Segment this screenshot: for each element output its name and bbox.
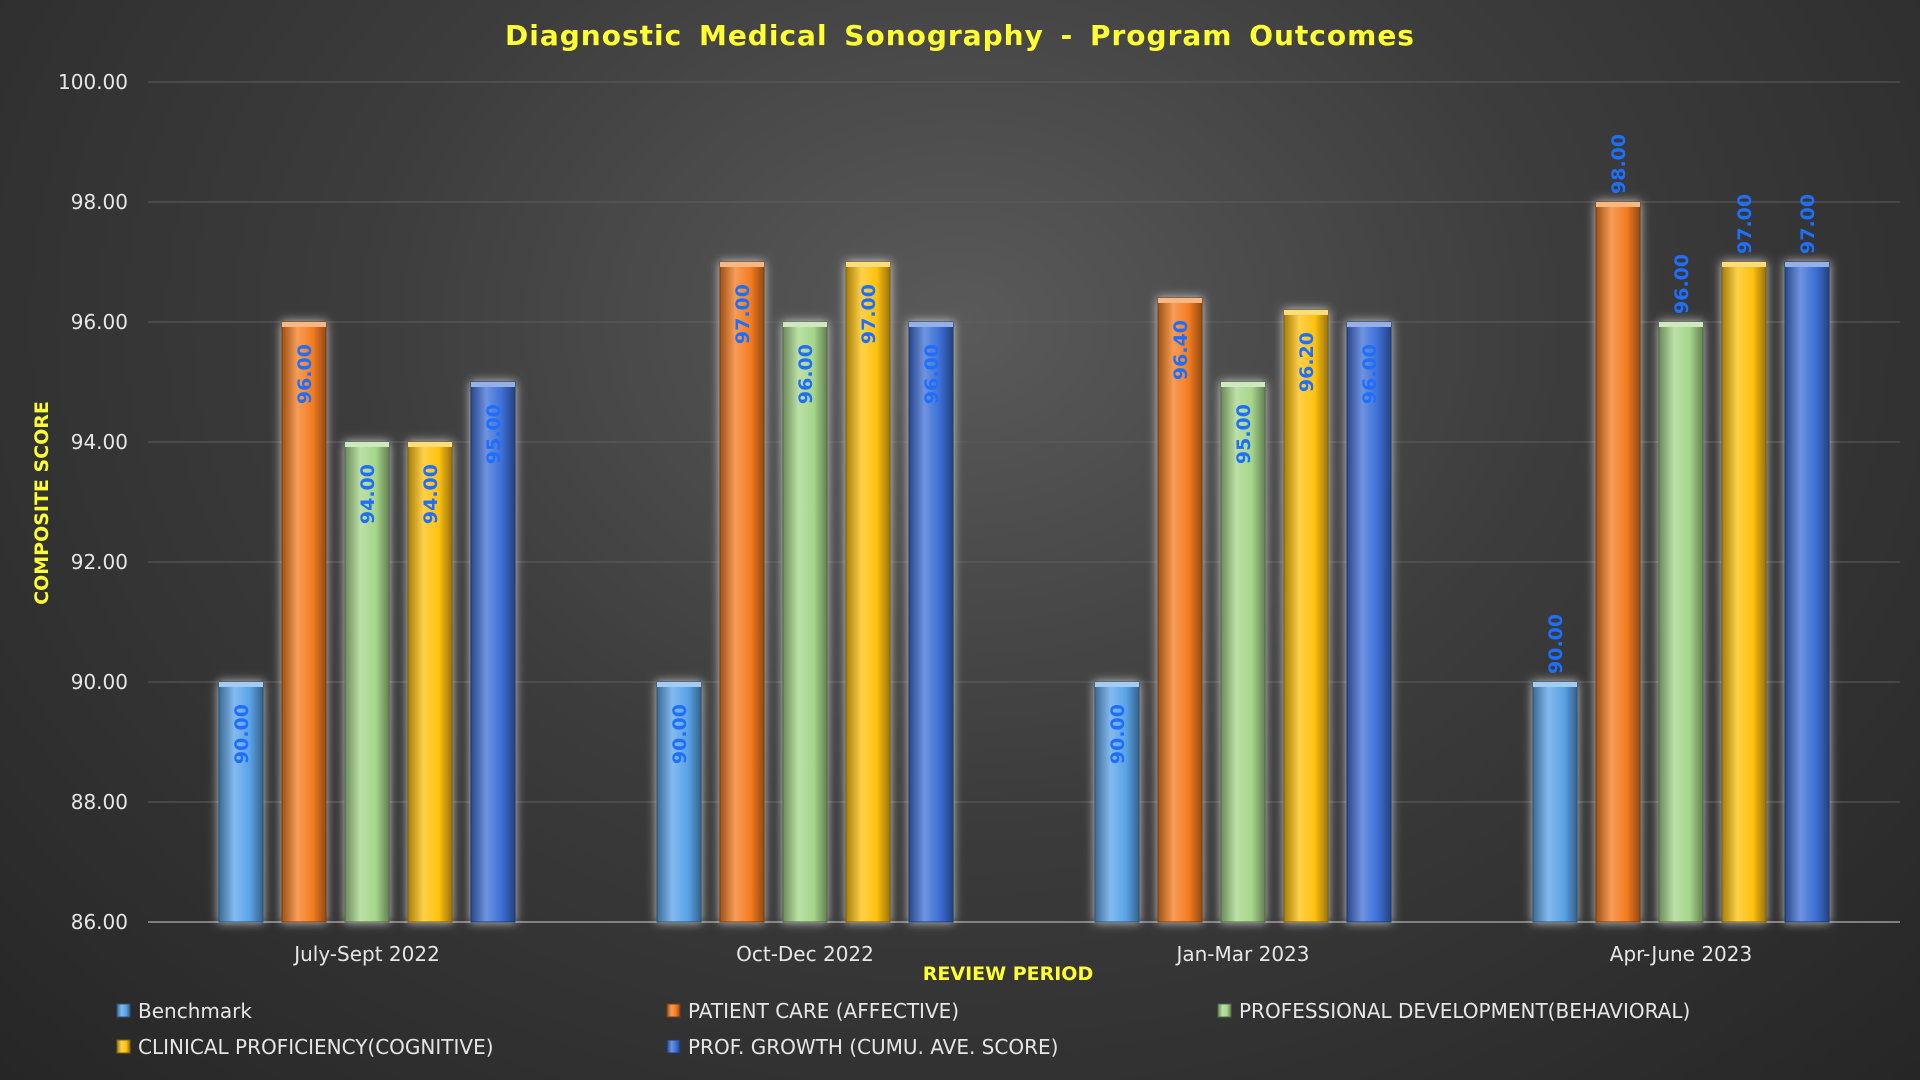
data-label: 96.00 (1359, 344, 1381, 404)
bar (1220, 381, 1266, 923)
bar (719, 261, 765, 923)
data-label: 94.00 (420, 464, 442, 524)
legend-label: PROF. GROWTH (CUMU. AVE. SCORE) (688, 1035, 1058, 1059)
bar (218, 681, 264, 923)
bar-cap (1785, 262, 1829, 267)
bar (845, 261, 891, 923)
y-tick-label: 96.00 (71, 310, 128, 334)
data-label: 95.00 (483, 404, 505, 464)
bar (1094, 681, 1140, 923)
legend: Benchmark PATIENT CARE (AFFECTIVE) PROFESS… (116, 999, 1690, 1059)
bar-cap (846, 262, 890, 267)
bar (1721, 261, 1767, 923)
data-label: 97.00 (858, 284, 880, 344)
bar (1283, 309, 1329, 923)
chart-title: Diagnostic Medical Sonography - Program … (505, 19, 1415, 52)
bar-cap (1158, 298, 1202, 303)
bar (1157, 297, 1203, 923)
data-label: 97.00 (1734, 194, 1756, 254)
y-tick-label: 90.00 (71, 670, 128, 694)
bar-cap (657, 682, 701, 687)
bar-cap (1347, 322, 1391, 327)
legend-label: PROFESSIONAL DEVELOPMENT(BEHAVIORAL) (1239, 999, 1690, 1023)
data-label: 96.40 (1170, 320, 1192, 380)
data-labels: 90.00 96.00 94.00 94.00 95.00 90.00 97.00 96.00… (231, 134, 1819, 764)
x-axis-categories: July-Sept 2022 Oct-Dec 2022 Jan-Mar 2023 Ap… (292, 942, 1752, 966)
bar (1532, 681, 1578, 923)
x-category-label: Jan-Mar 2023 (1174, 942, 1309, 966)
bar-cap (1722, 262, 1766, 267)
x-category-label: Oct-Dec 2022 (736, 942, 874, 966)
data-label: 90.00 (1107, 704, 1129, 764)
bar (281, 321, 327, 923)
bar-cap (471, 382, 515, 387)
bar-cap (282, 322, 326, 327)
y-axis-ticks: 86.00 88.00 90.00 92.00 94.00 96.00 98.00 100.0… (58, 70, 128, 934)
legend-item: CLINICAL PROFICIENCY(COGNITIVE) (116, 1035, 494, 1059)
legend-item: Benchmark (116, 999, 252, 1023)
bar (908, 321, 954, 923)
y-tick-label: 98.00 (71, 190, 128, 214)
data-label: 98.00 (1608, 134, 1630, 194)
data-label: 96.00 (795, 344, 817, 404)
bar (656, 681, 702, 923)
bar-cap (720, 262, 764, 267)
bar-cap (1095, 682, 1139, 687)
legend-swatch (666, 1003, 681, 1018)
y-tick-label: 88.00 (71, 790, 128, 814)
bar-cap (783, 322, 827, 327)
y-axis-title: COMPOSITE SCORE (31, 401, 53, 605)
bar (407, 441, 453, 923)
y-tick-label: 100.00 (58, 70, 128, 94)
x-axis-title: REVIEW PERIOD (923, 963, 1093, 985)
y-tick-label: 92.00 (71, 550, 128, 574)
bar (1595, 201, 1641, 923)
data-label: 97.00 (732, 284, 754, 344)
data-label: 97.00 (1797, 194, 1819, 254)
bar-cap (909, 322, 953, 327)
legend-swatch (116, 1039, 131, 1054)
bar (782, 321, 828, 923)
legend-item: PATIENT CARE (AFFECTIVE) (666, 999, 959, 1023)
data-label: 96.00 (1671, 254, 1693, 314)
data-label: 90.00 (1545, 614, 1567, 674)
y-tick-label: 86.00 (71, 910, 128, 934)
legend-label: Benchmark (138, 999, 252, 1023)
x-category-label: Apr-June 2023 (1610, 942, 1752, 966)
legend-item: PROFESSIONAL DEVELOPMENT(BEHAVIORAL) (1217, 999, 1690, 1023)
x-category-label: July-Sept 2022 (292, 942, 440, 966)
bar-cap (1284, 310, 1328, 315)
bar (1784, 261, 1830, 923)
bar-cap (219, 682, 263, 687)
bar (344, 441, 390, 923)
data-label: 90.00 (231, 704, 253, 764)
legend-swatch (1217, 1003, 1232, 1018)
legend-label: CLINICAL PROFICIENCY(COGNITIVE) (138, 1035, 494, 1059)
legend-item: PROF. GROWTH (CUMU. AVE. SCORE) (666, 1035, 1058, 1059)
bar-cap (1596, 202, 1640, 207)
bar-cap (345, 442, 389, 447)
bar-cap (1659, 322, 1703, 327)
bar (1346, 321, 1392, 923)
data-label: 96.00 (294, 344, 316, 404)
legend-swatch (666, 1039, 681, 1054)
bars (218, 201, 1830, 923)
legend-swatch (116, 1003, 131, 1018)
data-label: 95.00 (1233, 404, 1255, 464)
data-label: 90.00 (669, 704, 691, 764)
data-label: 96.00 (921, 344, 943, 404)
bar-cap (408, 442, 452, 447)
y-tick-label: 94.00 (71, 430, 128, 454)
data-label: 94.00 (357, 464, 379, 524)
bar (1658, 321, 1704, 923)
data-label: 96.20 (1296, 332, 1318, 392)
bar-cap (1221, 382, 1265, 387)
legend-label: PATIENT CARE (AFFECTIVE) (688, 999, 959, 1023)
bar-cap (1533, 682, 1577, 687)
